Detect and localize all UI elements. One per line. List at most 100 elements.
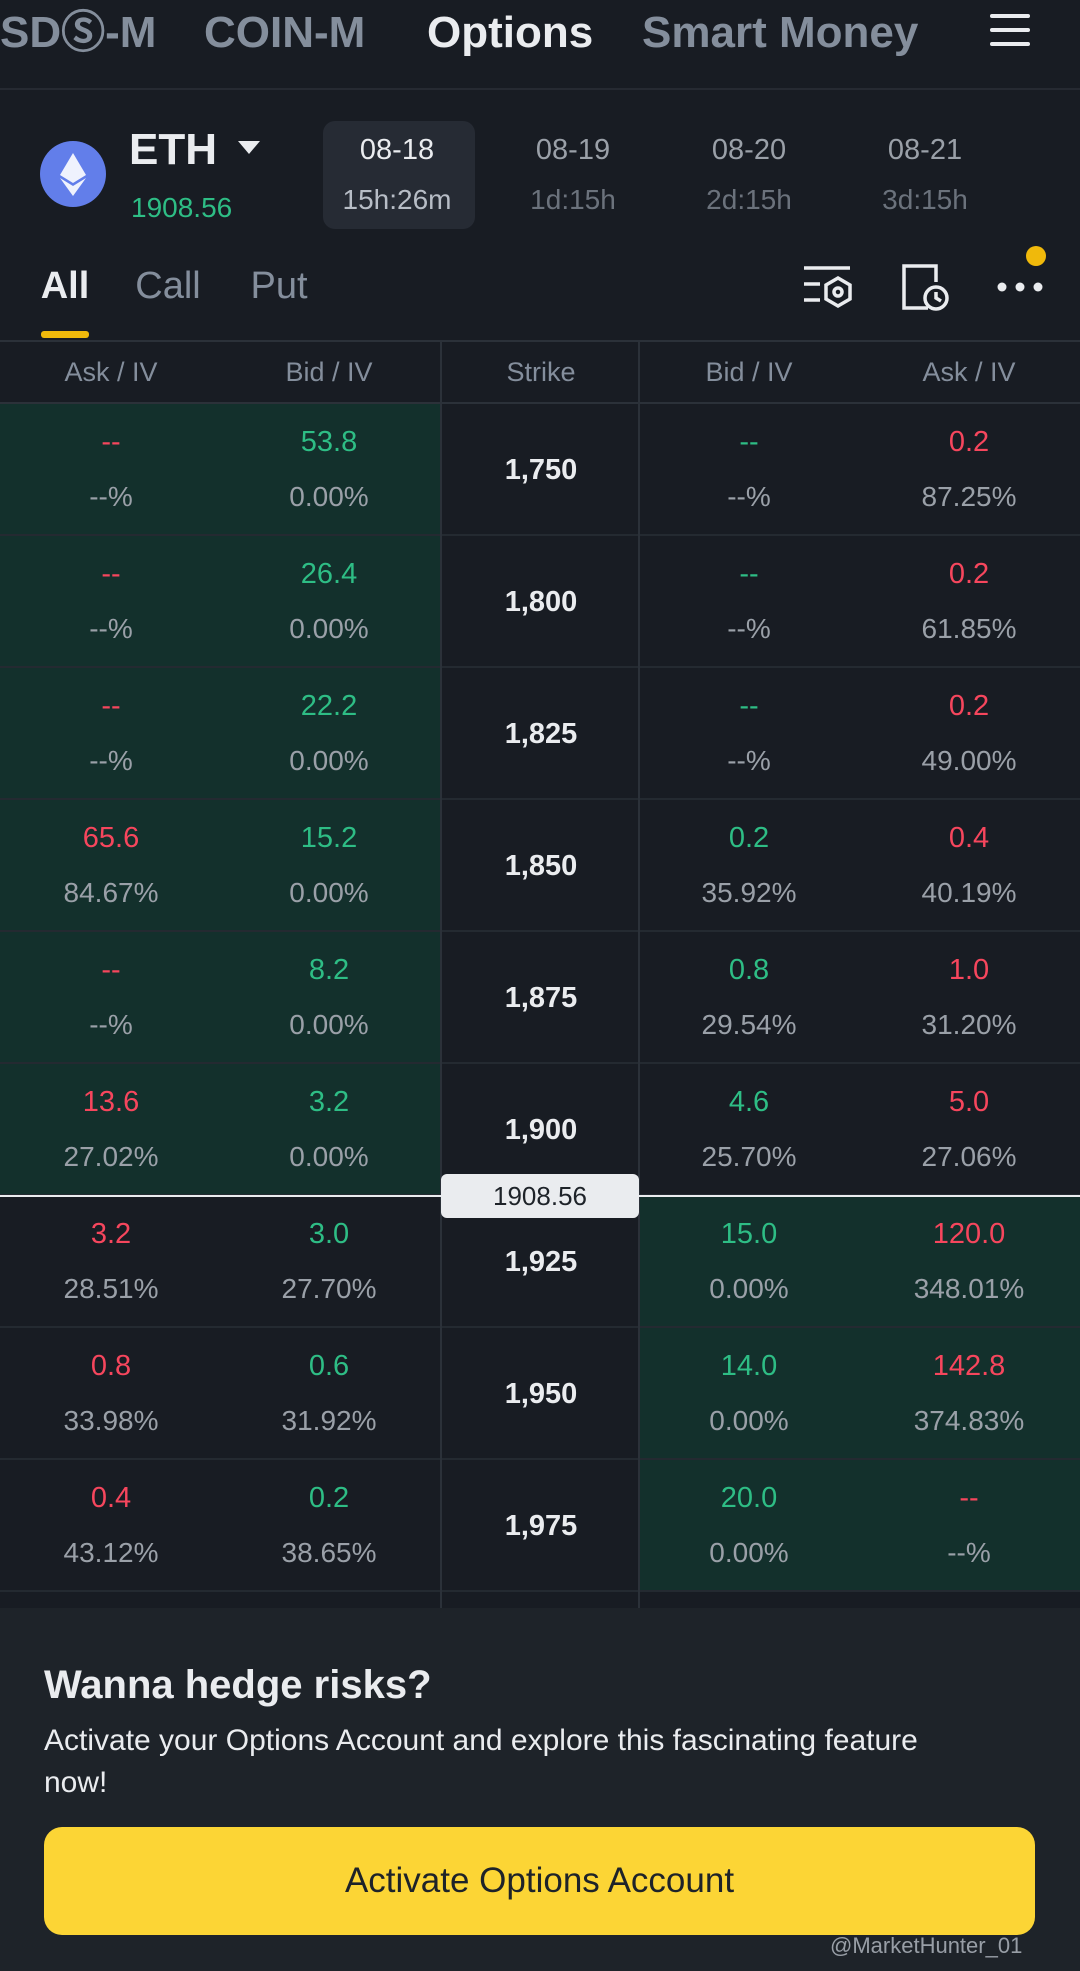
put-bid-iv: 0.00% — [709, 1272, 789, 1304]
call-bid-iv: 0.00% — [289, 1008, 369, 1040]
strike: 1,825 — [504, 718, 578, 751]
put-ask-iv: 348.01% — [913, 1272, 1025, 1304]
put-itm-shade — [639, 1460, 1080, 1592]
expiry-countdown: 3d:15h — [882, 183, 968, 215]
call-itm-shade — [0, 1064, 441, 1196]
call-ask: 3.2 — [90, 1218, 132, 1251]
put-bid: 20.0 — [720, 1482, 778, 1515]
call-bid-iv: 31.92% — [281, 1404, 377, 1436]
call-ask-iv: 43.12% — [63, 1536, 159, 1568]
call-ask: 0.8 — [90, 1350, 132, 1383]
index-price-label: 1908.56 — [441, 1174, 639, 1218]
put-bid: 15.0 — [720, 1218, 778, 1251]
call-ask-iv: --% — [89, 744, 133, 776]
call-ask: 13.6 — [82, 1086, 140, 1119]
put-bid-iv: --% — [727, 744, 771, 776]
call-bid-iv: 0.00% — [289, 480, 369, 512]
promo-title: Wanna hedge risks? — [44, 1663, 432, 1707]
call-bid-iv: 0.00% — [289, 1140, 369, 1172]
put-ask: 120.0 — [932, 1218, 1006, 1251]
row-line — [0, 666, 1080, 668]
table-header: Bid / IV — [705, 357, 793, 388]
nav-tab[interactable]: COIN-M — [204, 8, 366, 57]
put-bid-iv: --% — [727, 612, 771, 644]
call-bid-iv: 0.00% — [289, 744, 369, 776]
put-ask: 0.2 — [948, 426, 990, 459]
call-itm-shade — [0, 668, 441, 800]
table-header-line — [0, 340, 1080, 342]
call-bid: 26.4 — [300, 558, 358, 591]
expiry-countdown: 15h:26m — [342, 183, 452, 215]
call-ask: 0.4 — [90, 1482, 132, 1515]
expiry-selected-bg — [323, 121, 475, 229]
dropdown-arrow[interactable] — [236, 138, 262, 156]
put-itm-shade — [639, 1196, 1080, 1328]
put-ask-iv: 87.25% — [921, 480, 1017, 512]
filter-tab: Put — [250, 265, 308, 308]
strike: 1,900 — [504, 1114, 578, 1147]
call-bid-iv: 38.65% — [281, 1536, 377, 1568]
call-ask: 65.6 — [82, 822, 140, 855]
put-bid-iv: 25.70% — [701, 1140, 797, 1172]
table-header: Strike — [506, 357, 576, 388]
expiry-countdown: 2d:15h — [706, 183, 792, 215]
row-line — [0, 1590, 1080, 1592]
put-ask: 1.0 — [948, 954, 990, 987]
call-ask: -- — [101, 558, 121, 591]
call-ask: -- — [101, 690, 121, 723]
put-bid: -- — [739, 426, 759, 459]
row-line — [0, 798, 1080, 800]
table-header: Ask / IV — [922, 357, 1016, 388]
expiry-date: 08-19 — [535, 134, 611, 167]
call-bid-iv: 27.70% — [281, 1272, 377, 1304]
put-bid: 14.0 — [720, 1350, 778, 1383]
expiry-countdown: 1d:15h — [530, 183, 616, 215]
table-header: Bid / IV — [285, 357, 373, 388]
put-ask: 0.4 — [948, 822, 990, 855]
nav-tab[interactable]: Smart Money — [642, 8, 919, 57]
history-icon[interactable] — [898, 260, 954, 316]
call-ask-iv: 84.67% — [63, 876, 159, 908]
call-bid: 3.2 — [308, 1086, 350, 1119]
strike: 1,975 — [504, 1510, 578, 1543]
call-ask-iv: 27.02% — [63, 1140, 159, 1172]
call-bid: 22.2 — [300, 690, 358, 723]
put-bid-iv: --% — [727, 480, 771, 512]
call-ask-iv: 28.51% — [63, 1272, 159, 1304]
call-itm-shade — [0, 800, 441, 932]
col-divider — [638, 340, 640, 1608]
menu-icon[interactable] — [986, 10, 1034, 50]
asset-price: 1908.56 — [131, 192, 233, 223]
call-bid: 0.6 — [308, 1350, 350, 1383]
more-icon[interactable] — [994, 245, 1054, 305]
filter-underline — [41, 331, 89, 338]
put-bid-iv: 0.00% — [709, 1536, 789, 1568]
call-ask: -- — [101, 426, 121, 459]
nav-tab[interactable]: Options — [427, 8, 594, 57]
put-ask-iv: 49.00% — [921, 744, 1017, 776]
row-line — [0, 1458, 1080, 1460]
call-bid: 8.2 — [308, 954, 350, 987]
filter-icon[interactable] — [800, 260, 856, 314]
put-ask-iv: 31.20% — [921, 1008, 1017, 1040]
call-bid: 0.2 — [308, 1482, 350, 1515]
activate-button[interactable]: Activate Options Account — [44, 1827, 1035, 1935]
call-itm-shade — [0, 404, 441, 536]
put-bid: 4.6 — [728, 1086, 770, 1119]
put-bid-iv: 29.54% — [701, 1008, 797, 1040]
put-ask: 142.8 — [932, 1350, 1006, 1383]
nav-tab[interactable]: SDⓈ-M — [0, 8, 157, 57]
row-line — [0, 930, 1080, 932]
strike: 1,950 — [504, 1378, 578, 1411]
strike: 1,800 — [504, 586, 578, 619]
asset-symbol[interactable]: ETH — [129, 125, 217, 174]
call-ask: -- — [101, 954, 121, 987]
put-ask: 0.2 — [948, 690, 990, 723]
call-ask-iv: --% — [89, 612, 133, 644]
put-ask-iv: 40.19% — [921, 876, 1017, 908]
row-line — [0, 534, 1080, 536]
put-ask-iv: 61.85% — [921, 612, 1017, 644]
call-bid: 15.2 — [300, 822, 358, 855]
strike: 1,925 — [504, 1246, 578, 1279]
